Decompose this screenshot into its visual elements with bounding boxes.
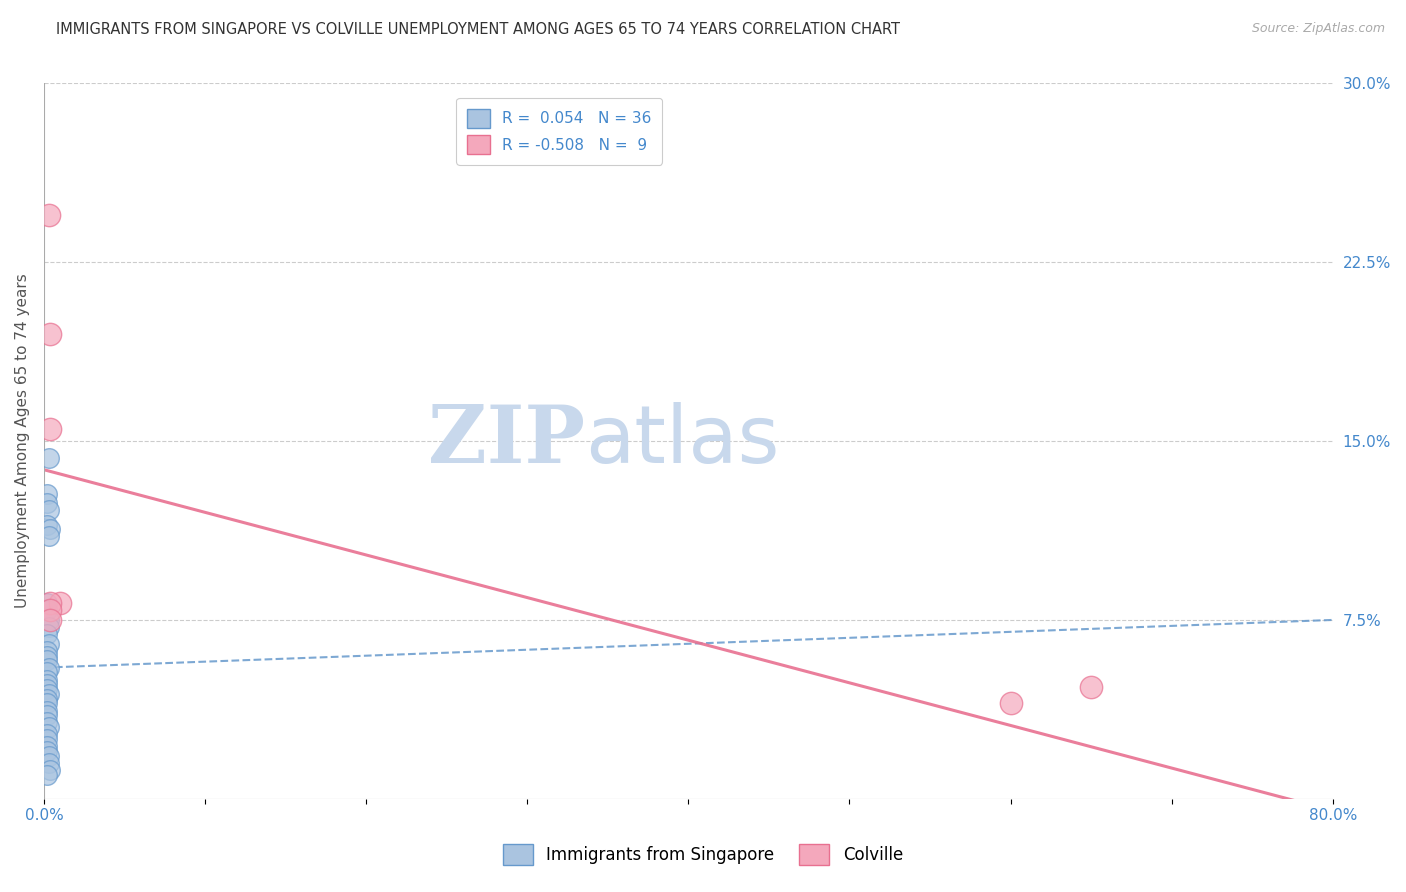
Point: [38, 613, 60, 627]
Point: [39, 596, 62, 610]
Text: IMMIGRANTS FROM SINGAPORE VS COLVILLE UNEMPLOYMENT AMONG AGES 65 TO 74 YEARS COR: IMMIGRANTS FROM SINGAPORE VS COLVILLE UN…: [56, 22, 900, 37]
Point: [37, 768, 59, 782]
Point: [37, 486, 59, 500]
Point: [37, 644, 59, 658]
Text: ZIP: ZIP: [429, 402, 585, 480]
Point: [37, 682, 59, 697]
Legend: Immigrants from Singapore, Colville: Immigrants from Singapore, Colville: [494, 834, 912, 875]
Point: [37, 517, 59, 532]
Point: [37, 673, 59, 687]
Point: [38, 687, 60, 701]
Point: [37, 739, 59, 754]
Point: [38, 620, 60, 634]
Point: [37, 603, 59, 617]
Text: atlas: atlas: [585, 402, 779, 480]
Point: [38, 720, 60, 734]
Point: [37, 653, 59, 667]
Point: [37, 665, 59, 680]
Point: [38, 660, 60, 674]
Point: [38, 208, 60, 222]
Point: [39, 522, 62, 536]
Point: [37, 627, 59, 641]
Point: [38, 450, 60, 465]
Y-axis label: Unemployment Among Ages 65 to 74 years: Unemployment Among Ages 65 to 74 years: [15, 274, 30, 608]
Point: [37, 704, 59, 718]
Point: [37, 744, 59, 758]
Point: [37, 732, 59, 747]
Point: [37, 715, 59, 730]
Point: [1080, 680, 1102, 694]
Point: [39, 613, 62, 627]
Point: [38, 503, 60, 517]
Point: [37, 697, 59, 711]
Point: [49, 596, 72, 610]
Point: [39, 422, 62, 436]
Point: [38, 756, 60, 770]
Point: [39, 763, 62, 777]
Point: [37, 496, 59, 510]
Point: [38, 529, 60, 543]
Point: [37, 677, 59, 691]
Text: Source: ZipAtlas.com: Source: ZipAtlas.com: [1251, 22, 1385, 36]
Point: [39, 603, 62, 617]
Point: [37, 648, 59, 663]
Point: [38, 637, 60, 651]
Point: [37, 708, 59, 723]
Point: [37, 727, 59, 741]
Point: [37, 596, 59, 610]
Point: [39, 326, 62, 341]
Legend: R =  0.054   N = 36, R = -0.508   N =  9: R = 0.054 N = 36, R = -0.508 N = 9: [457, 98, 662, 164]
Point: [38, 748, 60, 763]
Point: [1000, 697, 1022, 711]
Point: [37, 691, 59, 706]
